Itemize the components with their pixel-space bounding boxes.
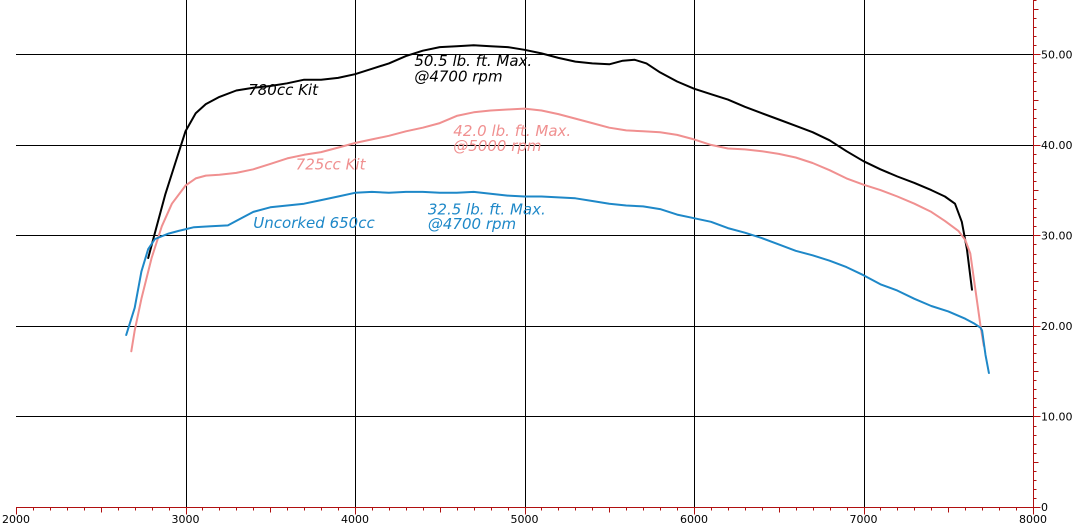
x-tick-label: 7000 bbox=[850, 513, 878, 526]
annotation-label: 725cc Kit bbox=[296, 155, 367, 173]
y-tick-label: 50.00 bbox=[1041, 48, 1073, 61]
x-tick-label: 6000 bbox=[680, 513, 708, 526]
x-tick-label: 3000 bbox=[172, 513, 200, 526]
annotation-label: 32.5 lb. ft. Max. bbox=[428, 201, 546, 219]
annotation-label: 50.5 lb. ft. Max. bbox=[414, 52, 532, 70]
y-tick-label: 40.00 bbox=[1041, 139, 1073, 152]
y-tick-label: 30.00 bbox=[1041, 229, 1073, 242]
annotation-label: Uncorked 650cc bbox=[253, 214, 375, 232]
y-tick-label: 20.00 bbox=[1041, 320, 1073, 333]
x-tick-label: 5000 bbox=[511, 513, 539, 526]
x-tick-label: 8000 bbox=[1019, 513, 1047, 526]
series-lines bbox=[125, 44, 990, 374]
series-line-2 bbox=[125, 190, 990, 374]
annotation-label: @5000 rpm bbox=[453, 137, 541, 155]
y-tick-label: 10.00 bbox=[1041, 410, 1073, 423]
series-line-0 bbox=[147, 44, 973, 291]
annotation-label: 42.0 lb. ft. Max. bbox=[453, 122, 571, 140]
x-tick-label: 2000 bbox=[2, 513, 30, 526]
series-line-1 bbox=[130, 107, 985, 353]
x-tick-label: 4000 bbox=[341, 513, 369, 526]
grid bbox=[16, 0, 1033, 507]
annotation-label: 780cc Kit bbox=[248, 81, 319, 99]
y-tick-label: 0 bbox=[1041, 501, 1048, 514]
annotation-label: @4700 rpm bbox=[414, 67, 502, 85]
annotation-label: @4700 rpm bbox=[428, 215, 516, 233]
